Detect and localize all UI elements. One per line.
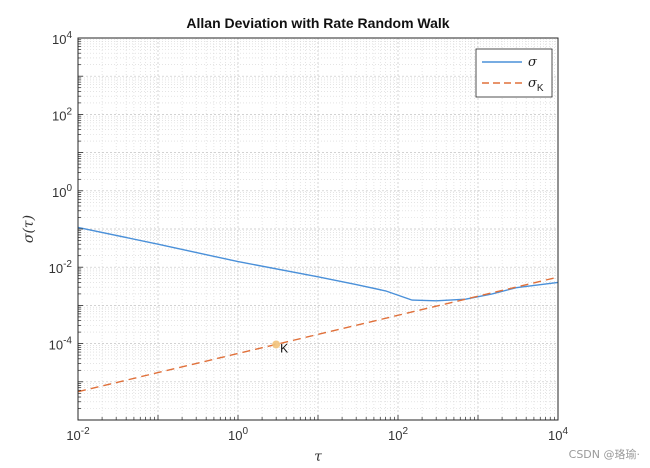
x-tick-label-base: 10 [548, 428, 562, 443]
y-tick-label-exponent: -2 [63, 259, 72, 270]
legend-label-sigma: σ [528, 55, 538, 70]
k-point-label: K [280, 341, 288, 355]
y-tick-label-base: 10 [52, 108, 66, 123]
chart-title: Allan Deviation with Rate Random Walk [186, 15, 449, 31]
series-sigma-line [77, 226, 559, 302]
series-layer [77, 226, 559, 393]
x-tick-label-base: 10 [228, 428, 242, 443]
y-tick-label: 100 [52, 183, 72, 200]
y-tick-label-exponent: 0 [66, 183, 72, 194]
y-tick-label-base: 10 [49, 261, 63, 276]
y-tick-label-exponent: -4 [63, 336, 72, 347]
x-tick-label: 104 [548, 426, 568, 443]
legend-label-sigma-k-symbol: σ [528, 76, 538, 91]
k-point-marker [272, 340, 281, 349]
x-tick-labels: 10-2 100 102 104 [66, 426, 568, 443]
x-tick-label-exponent: 4 [562, 426, 568, 437]
y-tick-label-exponent: 2 [66, 106, 72, 117]
x-tick-label-exponent: -2 [81, 426, 90, 437]
legend-label-sigma-k-subscript: K [537, 83, 544, 94]
y-tick-label-base: 10 [52, 32, 66, 47]
y-axis-label: σ(τ) [21, 215, 37, 243]
y-tick-label-exponent: 4 [66, 30, 72, 41]
x-tick-label-exponent: 2 [402, 426, 408, 437]
legend-label-sigma-k: σK [528, 76, 544, 94]
x-tick-label-exponent: 0 [242, 426, 248, 437]
x-tick-label: 100 [228, 426, 248, 443]
ticks-layer [77, 37, 559, 421]
y-tick-label: 10-4 [49, 336, 73, 353]
y-tick-label: 10-2 [49, 259, 73, 276]
x-tick-label: 10-2 [66, 426, 90, 443]
series-sigma-k-line [77, 276, 559, 393]
x-axis-label: τ [314, 449, 322, 465]
y-tick-label: 104 [52, 30, 72, 47]
x-tick-label-base: 10 [66, 428, 80, 443]
y-tick-label-base: 10 [49, 338, 63, 353]
legend-box [475, 48, 553, 98]
x-tick-label-base: 10 [388, 428, 402, 443]
legend: σ σK [475, 48, 553, 98]
watermark: CSDN @珞瑜· [568, 448, 640, 461]
x-tick-label: 102 [388, 426, 408, 443]
y-tick-label-base: 10 [52, 185, 66, 200]
annotation-layer: K [272, 340, 288, 355]
y-tick-label: 102 [52, 106, 72, 123]
